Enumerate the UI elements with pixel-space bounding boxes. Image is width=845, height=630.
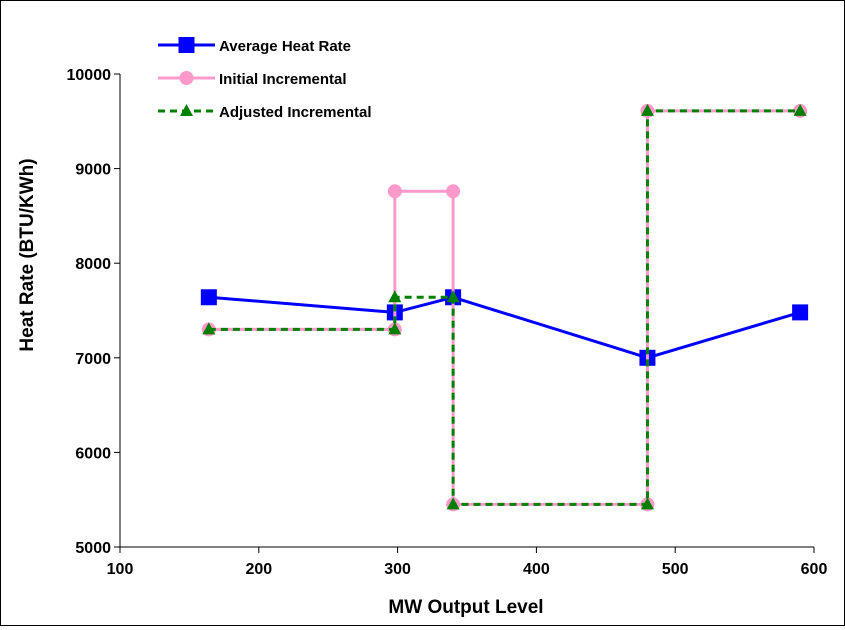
data-point-circle — [387, 184, 402, 199]
data-point-triangle — [640, 497, 654, 510]
axes: 5000 6000 7000 8000 9000 10000 100 200 300 400 500… — [67, 67, 828, 578]
legend-swatch-circle — [179, 71, 194, 85]
data-point-square — [200, 289, 217, 306]
data-point-triangle — [446, 497, 460, 510]
data-point-triangle — [793, 103, 807, 116]
x-axis-label: MW Output Level — [388, 597, 543, 618]
series-layer — [200, 103, 809, 512]
series-line — [208, 295, 801, 360]
x-tick-label: 100 — [107, 561, 134, 578]
series-line — [208, 109, 801, 506]
series-average-heat-rate — [200, 289, 809, 366]
x-tick-label: 400 — [523, 561, 550, 578]
legend-swatch-square — [178, 37, 195, 53]
y-tick-label: 6000 — [75, 445, 111, 462]
y-tick-label: 7000 — [75, 351, 111, 368]
series-adjusted-incremental — [202, 103, 807, 510]
y-tick-label: 5000 — [75, 540, 111, 557]
legend-swatch-triangle — [180, 104, 193, 116]
data-point-triangle — [388, 290, 402, 303]
x-tick-label: 300 — [384, 561, 411, 578]
data-point-triangle — [446, 290, 460, 303]
data-point-circle — [446, 184, 461, 199]
y-tick-label: 10000 — [67, 67, 112, 84]
x-tick-label: 600 — [801, 561, 828, 578]
data-point-triangle — [388, 322, 402, 335]
data-point-triangle — [202, 322, 216, 335]
x-tick-label: 200 — [245, 561, 272, 578]
legend-entry-label: Initial Incremental — [219, 71, 347, 88]
legend-entry-label: Average Heat Rate — [219, 38, 351, 55]
data-point-triangle — [640, 103, 654, 116]
series-line — [208, 109, 801, 506]
legend: Average Heat Rate Initial Incremental Adju… — [158, 37, 372, 121]
data-point-square — [792, 304, 809, 321]
y-tick-label: 8000 — [75, 256, 111, 273]
series-initial-incremental — [201, 103, 808, 512]
y-tick-label: 9000 — [75, 162, 111, 179]
x-tick-label: 500 — [662, 561, 689, 578]
legend-entry-label: Adjusted Incremental — [219, 104, 372, 121]
y-axis-label: Heat Rate (BTU/KWh) — [17, 158, 38, 351]
